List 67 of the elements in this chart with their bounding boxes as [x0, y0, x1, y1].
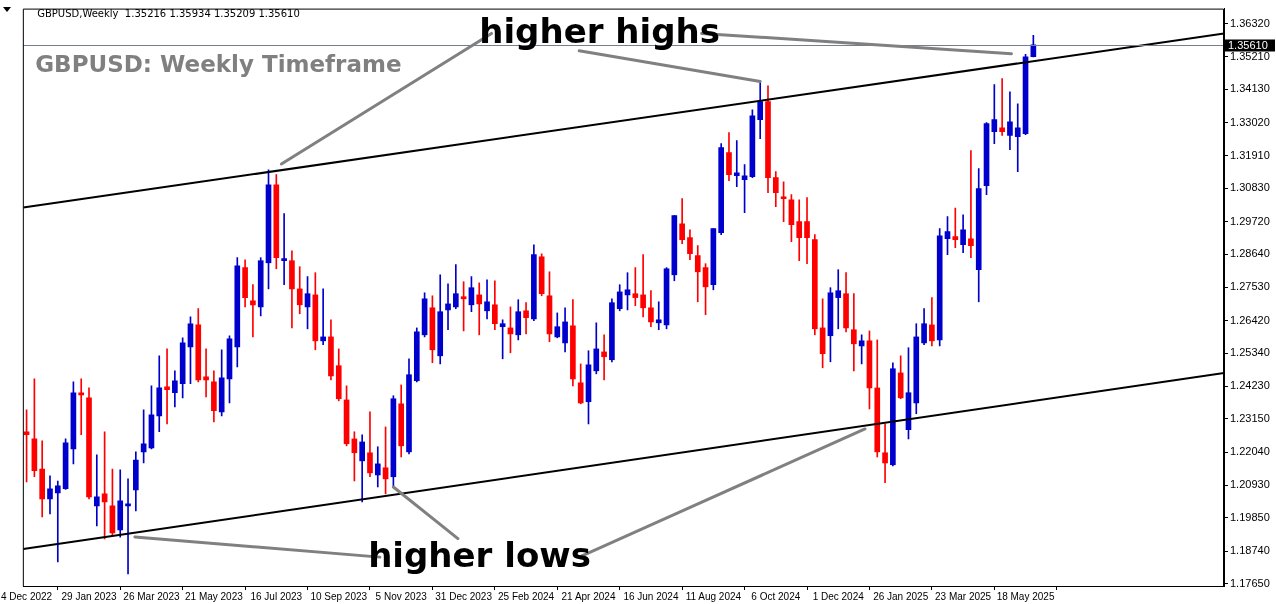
x-tick-label: 11 Aug 2024 [685, 590, 742, 602]
candlestick [601, 334, 607, 381]
y-tick-label: 1.18740 [1230, 544, 1270, 557]
candlestick [320, 288, 326, 346]
x-tick-label: 18 May 2025 [996, 590, 1055, 602]
y-tick-label: 1.30830 [1230, 181, 1270, 194]
x-tick-label: 4 Dec 2022 [1, 590, 53, 602]
candlestick [835, 269, 842, 330]
annotation: higher highs [479, 11, 720, 52]
text: GBPUSD: Weekly Timeframe [35, 50, 402, 77]
candlestick [93, 454, 100, 527]
candlestick [125, 478, 131, 575]
candlestick [164, 348, 170, 425]
candlestick [655, 301, 662, 331]
candlestick [281, 213, 287, 286]
x-tick-label: 26 Jan 2025 [873, 590, 929, 602]
candlestick [250, 284, 256, 338]
x-tick-label: 26 Mar 2023 [123, 590, 180, 602]
candlestick [882, 423, 888, 484]
candlestick [733, 140, 740, 187]
y-tick-label: 1.25340 [1230, 346, 1270, 359]
candlestick [1007, 91, 1013, 150]
y-tick-label: 1.33020 [1230, 115, 1270, 128]
candlestick [523, 302, 529, 335]
x-tick-label: 6 Oct 2024 [751, 590, 801, 602]
y-tick-label: 1.36320 [1230, 16, 1270, 29]
x-tick-label: 29 Jan 2023 [61, 590, 117, 602]
chart-title: GBPUSD,Weekly 1.35216 1.35934 1.35209 1.35610 [37, 8, 300, 20]
y-tick-label: 1.24230 [1230, 379, 1270, 392]
y-tick-label: 1.19850 [1230, 510, 1270, 523]
x-tick-label: 5 Nov 2023 [375, 590, 428, 602]
x-tick-label: 31 Dec 2023 [435, 590, 493, 602]
y-tick-label: 1.31910 [1230, 148, 1270, 161]
candlestick [476, 282, 483, 336]
y-tick-label: 1.17650 [1230, 576, 1270, 589]
candlestick [632, 267, 639, 307]
y-tick-label: 1.26420 [1230, 313, 1270, 326]
x-tick-label: 16 Jul 2023 [250, 590, 303, 602]
y-tick-label: 1.20930 [1230, 478, 1270, 491]
candlestick [968, 150, 974, 259]
x-tick-label: 10 Sep 2023 [310, 590, 368, 602]
y-tick-label: 1.28640 [1230, 247, 1270, 260]
x-tick-label: 16 Jun 2024 [623, 590, 679, 602]
x-tick-label: 23 Mar 2025 [935, 590, 992, 602]
x-tick-label: 21 May 2023 [184, 590, 244, 602]
candlestick [445, 283, 451, 331]
candlestick [640, 254, 646, 318]
ref-line-label: 1.35610 [1228, 38, 1268, 51]
candlestick [999, 78, 1005, 136]
candlestick [203, 348, 209, 398]
candlestick [78, 378, 85, 436]
y-tick-label: 1.23150 [1230, 411, 1270, 424]
y-tick-label: 1.22040 [1230, 445, 1270, 458]
y-tick-label: 1.27530 [1230, 280, 1270, 293]
candlestick [952, 207, 959, 249]
x-tick-label: 25 Feb 2024 [497, 590, 555, 602]
candlestick [991, 84, 998, 144]
y-tick-label: 1.34130 [1230, 82, 1270, 95]
y-tick-label: 1.35210 [1230, 49, 1270, 62]
y-tick-label: 1.29720 [1230, 214, 1270, 227]
candlestick [54, 480, 61, 563]
candlestick [804, 197, 810, 265]
candlestick [1014, 103, 1021, 172]
x-tick-label: 21 Apr 2024 [561, 590, 616, 602]
candlestick [851, 293, 857, 372]
annotation: higher lows [368, 535, 591, 576]
x-tick-label: 1 Dec 2024 [812, 590, 865, 602]
